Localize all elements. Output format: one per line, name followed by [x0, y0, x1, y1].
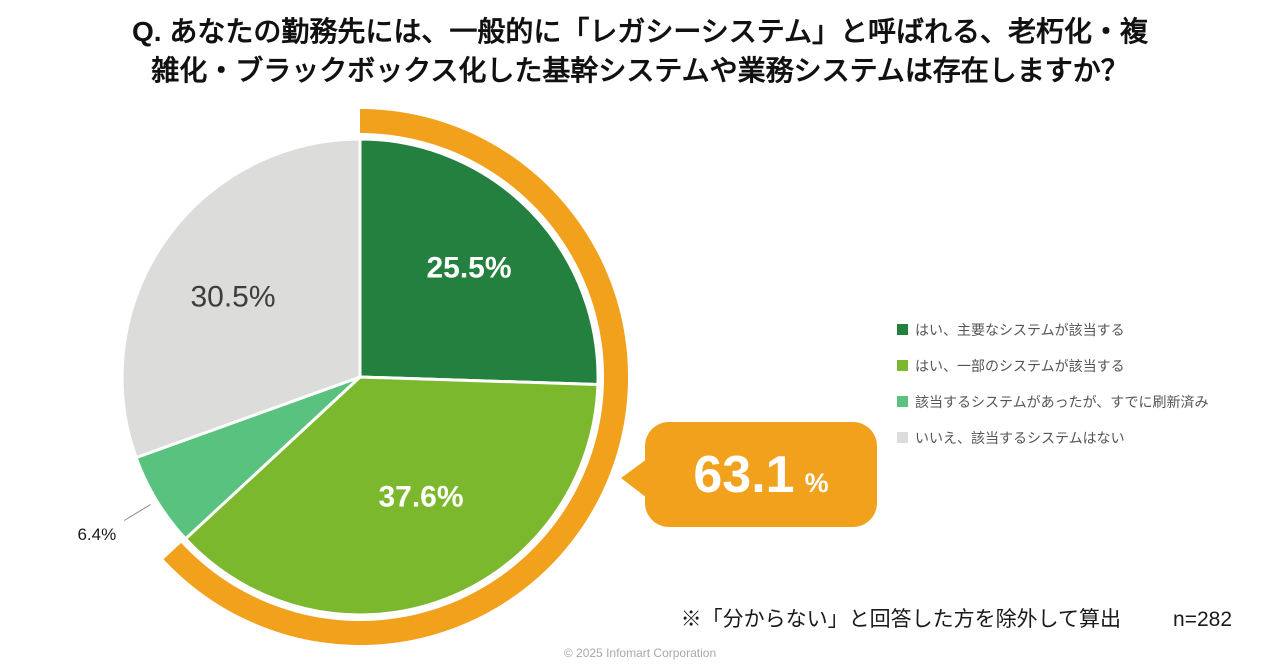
- sample-size: n=282: [1173, 608, 1232, 631]
- legend-label-2: 該当するシステムがあったが、すでに刷新済み: [915, 393, 1209, 410]
- legend-item-1: はい、一部のシステムが該当する: [897, 356, 1208, 375]
- legend-swatch-icon: [897, 324, 908, 335]
- legend-label-1: はい、一部のシステムが該当する: [915, 357, 1125, 374]
- copyright-text: © 2025 Infomart Corporation: [563, 646, 717, 660]
- highlight-callout: 63.1 %: [621, 422, 877, 527]
- pie-slice-3: [120, 137, 362, 460]
- slice-label-2: 6.4%: [77, 525, 116, 544]
- title-line-1: Q. あなたの勤務先には、一般的に「レガシーシステム」と呼ばれる、老朽化・複: [132, 16, 1148, 47]
- note-text: ※「分からない」と回答した方を除外して算出: [680, 608, 1122, 631]
- slice-label-0: 25.5%: [426, 252, 511, 285]
- highlight-ring: [163, 109, 629, 645]
- legend: はい、主要なシステムが該当する はい、一部のシステムが該当する該当するシステムがあ…: [897, 320, 1208, 464]
- callout-text: 63.1 %: [693, 449, 828, 501]
- legend-swatch-icon: [897, 360, 908, 371]
- legend-item-2: 該当するシステムがあったが、すでに刷新済み: [897, 392, 1208, 411]
- legend-label-0: はい、主要なシステムが該当する: [915, 321, 1125, 338]
- legend-item-0: はい、主要なシステムが該当する: [897, 320, 1208, 339]
- legend-swatch-icon: [897, 396, 908, 407]
- callout-value: 63.1: [693, 445, 795, 504]
- pie-slice-1: [184, 375, 600, 617]
- legend-swatch-icon: [897, 432, 908, 443]
- pie-slice-0: [358, 137, 600, 386]
- label-leader-line: [123, 503, 151, 521]
- legend-label-3: いいえ、該当するシステムはない: [915, 429, 1125, 446]
- slice-label-1: 37.6%: [378, 481, 463, 514]
- note-row: ※「分からない」と回答した方を除外して算出 n=282: [681, 603, 1232, 633]
- callout-tail: [621, 459, 647, 498]
- callout-unit: %: [804, 467, 829, 498]
- slice-label-3: 30.5%: [190, 281, 275, 314]
- legend-item-3: いいえ、該当するシステムはない: [897, 428, 1208, 447]
- title-line-2: 雑化・ブラックボックス化した基幹システムや業務システムは存在しますか？: [151, 55, 1129, 86]
- page-title: Q. あなたの勤務先には、一般的に「レガシーシステム」と呼ばれる、老朽化・複 雑…: [0, 12, 1280, 90]
